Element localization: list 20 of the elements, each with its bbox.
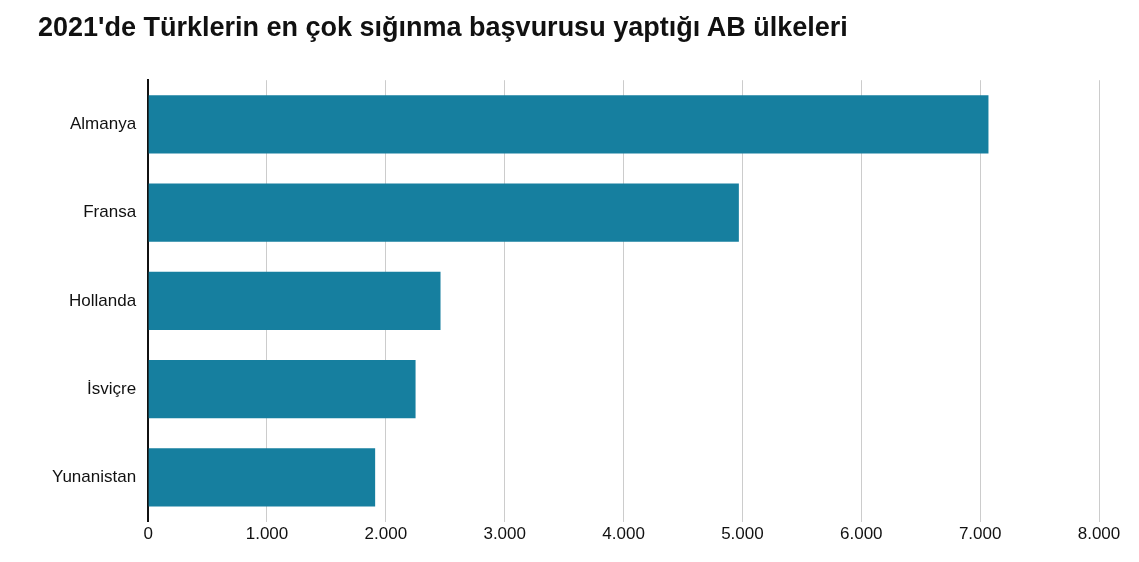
x-tick-label: 0 [143,524,153,544]
x-tick-label: 8.000 [1077,524,1121,544]
y-tick-label: Hollanda [69,290,137,310]
chart-title: 2021'de Türklerin en çok sığınma başvurusu yaptığı AB ülkeleri [38,12,848,43]
x-tick-label: 7.000 [958,524,1002,544]
y-tick-label: Yunanistan [51,467,137,487]
x-tick-label: 3.000 [483,524,526,544]
x-tick-label: 4.000 [602,524,645,544]
bar [148,448,376,507]
bar [148,271,441,331]
y-tick-label: Almanya [69,114,137,134]
x-tick-label: 1.000 [245,524,289,544]
bar [148,95,989,154]
y-tick-label: Fransa [83,202,137,222]
x-tick-label: 5.000 [721,524,764,544]
x-tick-label: 6.000 [840,524,883,544]
bar [148,360,416,419]
x-tick-label: 2.000 [364,524,408,544]
y-tick-label: İsviçre [87,378,137,398]
bar [148,183,739,242]
